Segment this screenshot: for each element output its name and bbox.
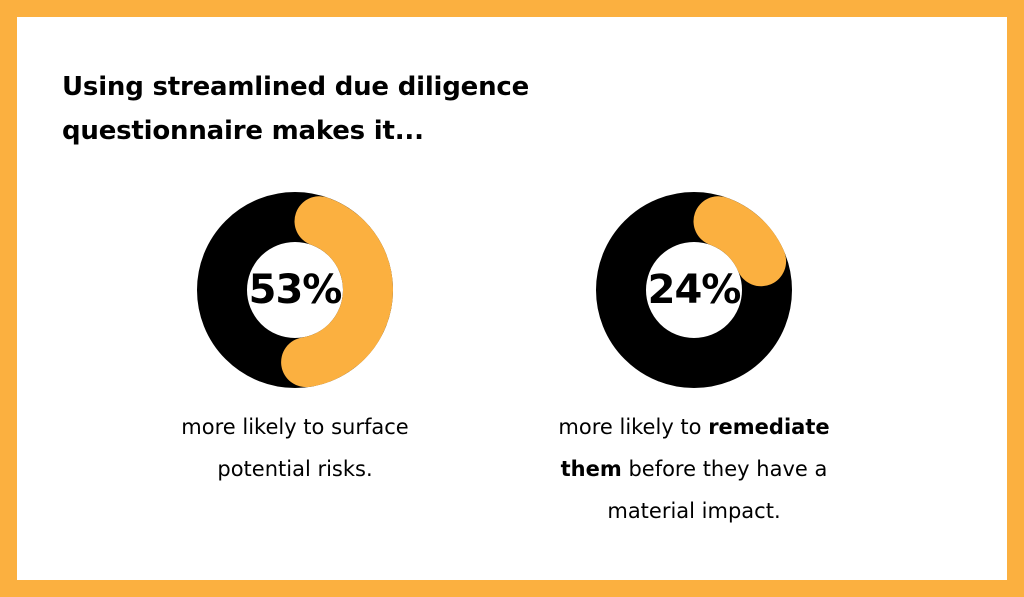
caption-line: them before they have a: [504, 448, 884, 490]
donut-percent-label: 24%: [647, 267, 742, 313]
donut-percent-label: 53%: [248, 267, 343, 313]
donut-chart-remediate: 24%: [596, 192, 792, 388]
caption-text: more likely to: [558, 415, 709, 439]
caption-text: before they have a: [621, 457, 828, 481]
page-title: Using streamlined due diligence question…: [62, 65, 662, 153]
caption-emphasis: them: [560, 457, 622, 481]
caption-line: potential risks.: [217, 457, 373, 481]
caption-remediate: more likely to remediate them before the…: [504, 406, 884, 532]
donut-svg: [197, 192, 393, 388]
infographic-card: Using streamlined due diligence question…: [17, 17, 1007, 580]
title-line-2: questionnaire makes it...: [62, 116, 424, 146]
caption-surface-risks: more likely to surface potential risks.: [105, 406, 485, 490]
donut-svg: [596, 192, 792, 388]
caption-line: material impact.: [607, 499, 781, 523]
caption-line: more likely to remediate: [504, 406, 884, 448]
title-line-1: Using streamlined due diligence: [62, 72, 530, 102]
caption-line: more likely to surface: [181, 415, 409, 439]
donut-value-arc: [197, 192, 393, 388]
caption-emphasis: remediate: [708, 415, 830, 439]
donut-value-arc: [596, 192, 792, 388]
donut-chart-surface-risks: 53%: [197, 192, 393, 388]
